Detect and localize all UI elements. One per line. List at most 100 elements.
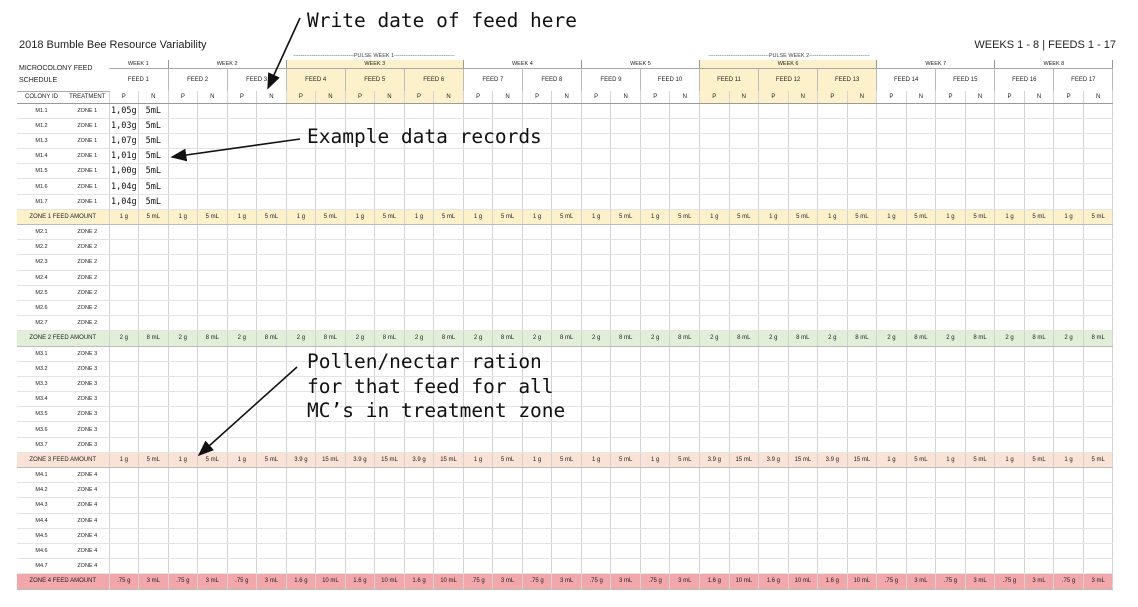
pollen-cell[interactable] [699, 558, 730, 575]
pollen-cell[interactable] [935, 285, 966, 301]
pollen-cell[interactable] [699, 467, 730, 484]
pollen-cell[interactable] [994, 421, 1025, 438]
pollen-cell[interactable] [1053, 103, 1084, 119]
pollen-cell[interactable] [522, 285, 553, 301]
nectar-cell[interactable] [551, 361, 582, 377]
pollen-cell[interactable] [463, 543, 494, 560]
pollen-cell[interactable] [935, 528, 966, 544]
nectar-cell[interactable] [610, 148, 641, 165]
pollen-cell[interactable] [404, 361, 435, 377]
nectar-cell[interactable] [669, 391, 701, 408]
nectar-cell[interactable] [492, 513, 523, 529]
nectar-cell[interactable] [906, 254, 937, 271]
pollen-cell[interactable] [758, 239, 789, 256]
pollen-cell[interactable] [640, 421, 671, 438]
nectar-cell[interactable] [374, 315, 405, 332]
pollen-cell[interactable] [876, 224, 907, 241]
pollen-cell[interactable] [581, 118, 612, 134]
pollen-cell[interactable] [817, 270, 848, 286]
nectar-cell[interactable] [729, 482, 760, 499]
pollen-cell[interactable] [994, 239, 1025, 256]
nectar-cell[interactable] [315, 346, 346, 362]
pollen-cell[interactable] [758, 361, 789, 377]
pollen-cell[interactable] [345, 118, 376, 134]
nectar-cell[interactable] [1024, 361, 1055, 377]
pollen-cell[interactable] [404, 285, 435, 301]
pollen-cell[interactable] [699, 163, 730, 180]
pollen-cell[interactable] [463, 315, 494, 332]
nectar-cell[interactable] [669, 361, 701, 377]
pollen-cell[interactable] [227, 437, 258, 453]
pollen-cell[interactable] [699, 224, 730, 241]
nectar-cell[interactable] [551, 543, 582, 560]
nectar-cell[interactable] [788, 103, 819, 119]
pollen-cell[interactable] [581, 391, 612, 408]
nectar-cell[interactable] [433, 543, 464, 560]
nectar-cell[interactable] [256, 270, 287, 286]
pollen-cell[interactable] [345, 421, 376, 438]
nectar-cell[interactable] [492, 558, 523, 575]
pollen-cell[interactable] [522, 376, 553, 393]
pollen-record[interactable]: 1,05g [109, 103, 140, 119]
pollen-cell[interactable] [286, 270, 317, 286]
nectar-cell[interactable] [610, 346, 641, 362]
nectar-cell[interactable] [610, 528, 641, 544]
pollen-cell[interactable] [640, 482, 671, 499]
nectar-cell[interactable] [847, 467, 878, 484]
nectar-cell[interactable] [669, 148, 701, 165]
nectar-cell[interactable] [256, 148, 287, 165]
nectar-cell[interactable] [256, 558, 287, 575]
pollen-cell[interactable] [935, 376, 966, 393]
pollen-cell[interactable] [227, 194, 258, 210]
pollen-cell[interactable] [345, 497, 376, 514]
nectar-record[interactable]: 5mL [138, 163, 169, 180]
pollen-cell[interactable] [699, 543, 730, 560]
pollen-cell[interactable] [876, 315, 907, 332]
pollen-cell[interactable] [994, 178, 1025, 195]
pollen-cell[interactable] [404, 163, 435, 180]
pollen-cell[interactable] [640, 194, 671, 210]
nectar-cell[interactable] [551, 254, 582, 271]
nectar-cell[interactable] [1083, 482, 1114, 499]
nectar-cell[interactable] [492, 285, 523, 301]
nectar-cell[interactable] [256, 103, 287, 119]
pollen-cell[interactable] [581, 194, 612, 210]
nectar-cell[interactable] [965, 315, 996, 332]
nectar-cell[interactable] [492, 482, 523, 499]
nectar-cell[interactable] [906, 558, 937, 575]
pollen-cell[interactable] [227, 133, 258, 150]
pollen-cell[interactable] [227, 178, 258, 195]
nectar-cell[interactable] [315, 482, 346, 499]
pollen-cell[interactable] [935, 315, 966, 332]
nectar-cell[interactable] [847, 254, 878, 271]
pollen-cell[interactable] [168, 194, 199, 210]
nectar-cell[interactable] [492, 376, 523, 393]
nectar-cell[interactable] [492, 224, 523, 241]
nectar-cell[interactable] [433, 437, 464, 453]
nectar-cell[interactable] [610, 103, 641, 119]
nectar-cell[interactable] [610, 254, 641, 271]
nectar-cell[interactable] [256, 133, 287, 150]
pollen-cell[interactable] [581, 346, 612, 362]
nectar-cell[interactable] [256, 361, 287, 377]
nectar-cell[interactable] [788, 133, 819, 150]
nectar-cell[interactable] [315, 513, 346, 529]
nectar-cell[interactable] [256, 118, 287, 134]
nectar-cell[interactable] [610, 406, 641, 423]
pollen-cell[interactable] [227, 315, 258, 332]
nectar-cell[interactable] [847, 513, 878, 529]
nectar-cell[interactable] [374, 254, 405, 271]
nectar-cell[interactable] [197, 558, 228, 575]
pollen-cell[interactable] [463, 133, 494, 150]
pollen-cell[interactable] [640, 239, 671, 256]
nectar-cell[interactable] [374, 482, 405, 499]
nectar-cell[interactable] [197, 133, 228, 150]
pollen-cell[interactable] [227, 482, 258, 499]
pollen-cell[interactable] [345, 482, 376, 499]
nectar-cell[interactable] [492, 315, 523, 332]
pollen-cell[interactable] [581, 437, 612, 453]
nectar-cell[interactable] [1024, 421, 1055, 438]
nectar-cell[interactable] [965, 391, 996, 408]
pollen-cell[interactable] [640, 497, 671, 514]
pollen-cell[interactable] [345, 270, 376, 286]
